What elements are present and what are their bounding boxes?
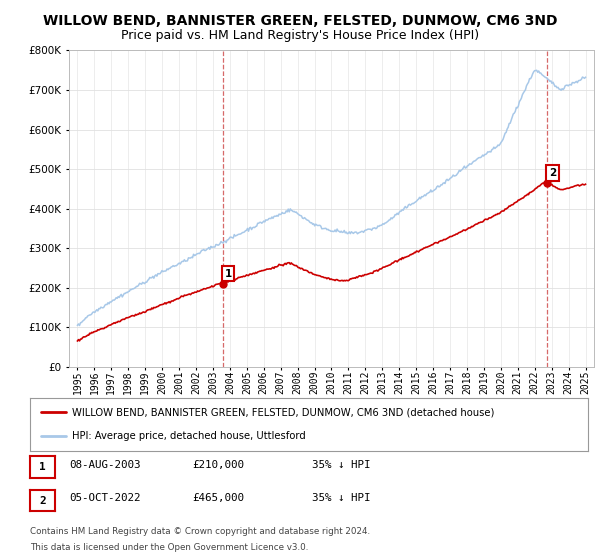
Text: WILLOW BEND, BANNISTER GREEN, FELSTED, DUNMOW, CM6 3ND: WILLOW BEND, BANNISTER GREEN, FELSTED, D… <box>43 14 557 28</box>
Text: £465,000: £465,000 <box>192 493 244 503</box>
Text: 1: 1 <box>39 462 46 472</box>
Text: Contains HM Land Registry data © Crown copyright and database right 2024.: Contains HM Land Registry data © Crown c… <box>30 528 370 536</box>
Text: 08-AUG-2003: 08-AUG-2003 <box>69 460 140 470</box>
Text: Price paid vs. HM Land Registry's House Price Index (HPI): Price paid vs. HM Land Registry's House … <box>121 29 479 42</box>
Text: £210,000: £210,000 <box>192 460 244 470</box>
Text: 2: 2 <box>549 168 556 178</box>
Text: 05-OCT-2022: 05-OCT-2022 <box>69 493 140 503</box>
Text: 1: 1 <box>224 269 232 279</box>
Text: 2: 2 <box>39 496 46 506</box>
Text: HPI: Average price, detached house, Uttlesford: HPI: Average price, detached house, Uttl… <box>72 431 305 441</box>
Text: 35% ↓ HPI: 35% ↓ HPI <box>312 460 371 470</box>
Text: This data is licensed under the Open Government Licence v3.0.: This data is licensed under the Open Gov… <box>30 543 308 552</box>
Text: WILLOW BEND, BANNISTER GREEN, FELSTED, DUNMOW, CM6 3ND (detached house): WILLOW BEND, BANNISTER GREEN, FELSTED, D… <box>72 408 494 418</box>
Text: 35% ↓ HPI: 35% ↓ HPI <box>312 493 371 503</box>
